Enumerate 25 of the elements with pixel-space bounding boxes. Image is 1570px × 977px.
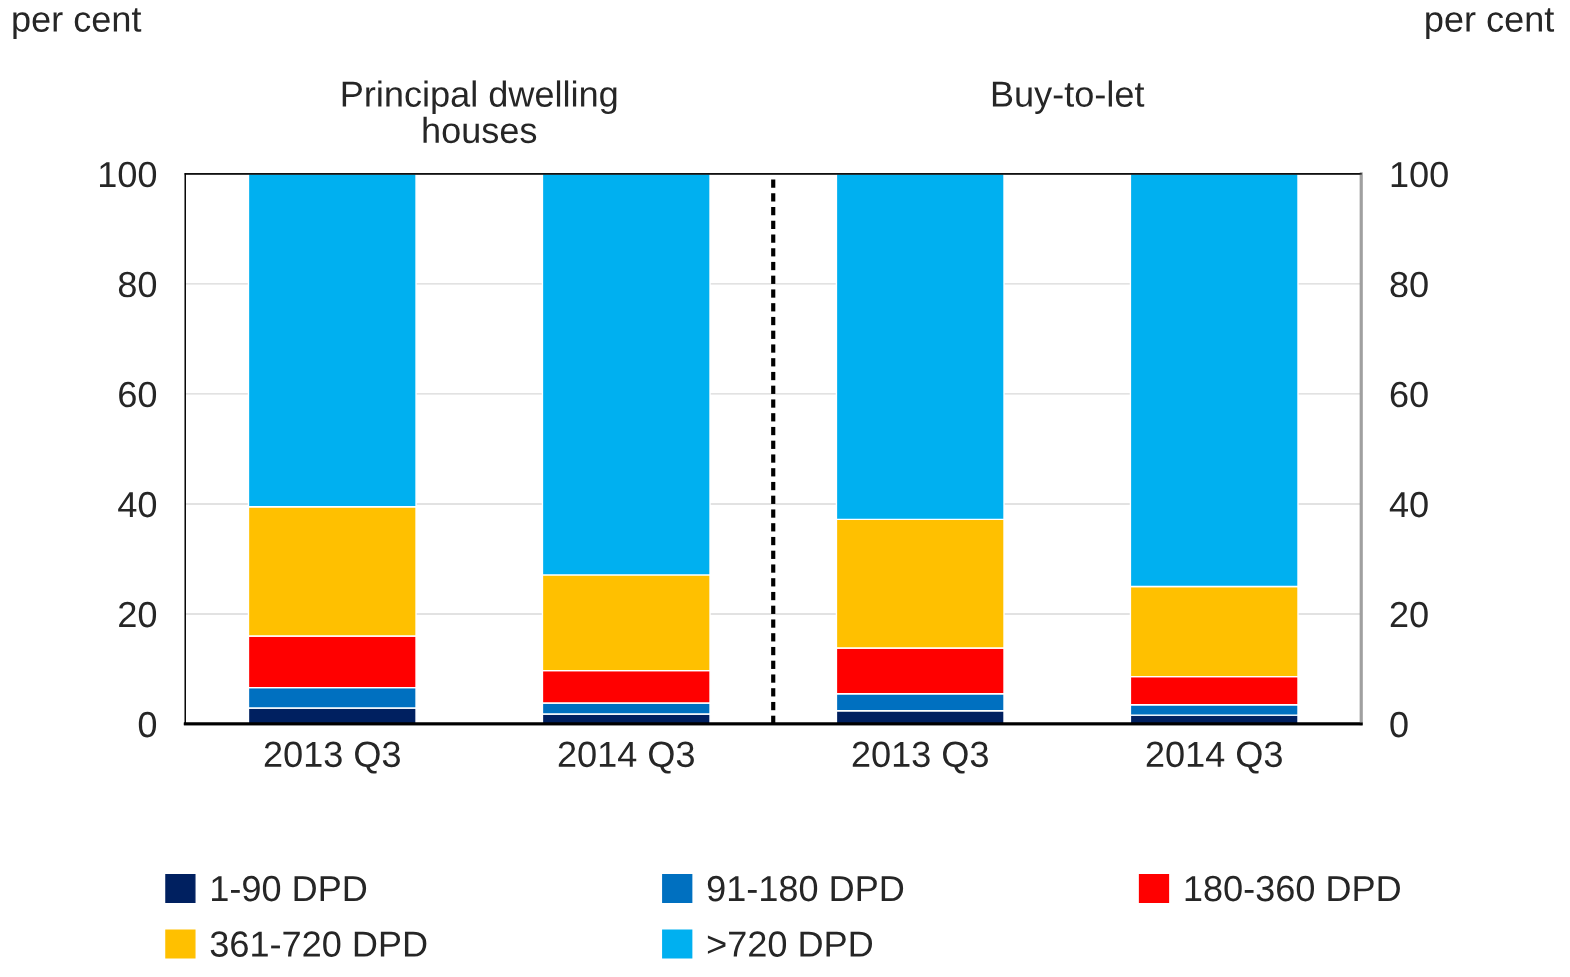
y2-tick-label: 0 (1390, 711, 1408, 738)
y-tick-label: 60 (119, 381, 157, 408)
y2-tick-label: 100 (1391, 161, 1448, 188)
legend-label: >720 DPD (707, 931, 873, 957)
x-tick-label: 2013 Q3 (264, 741, 400, 774)
y-axis-title: per cent (13, 8, 142, 40)
legend-label: 180-360 DPD (1185, 875, 1400, 902)
text: Principal dwelling houses (342, 80, 617, 144)
y-tick-label: 100 (99, 161, 157, 188)
y-tick-label: 80 (118, 271, 157, 298)
legend-label: 1-90 DPD (212, 875, 367, 902)
legend-label: 361-720 DPD (210, 931, 427, 957)
y2-axis-title: per cent (1426, 8, 1555, 40)
x-tick-label: 2014 Q3 (1146, 741, 1282, 774)
y-tick-label: 0 (138, 711, 157, 738)
legend-label: 91-180 DPD (707, 875, 904, 902)
x-tick-label: 2013 Q3 (852, 741, 988, 774)
x-tick-label: 2014 Q3 (558, 741, 694, 774)
y2-tick-label: 40 (1389, 491, 1428, 518)
text: Buy-to-let (992, 80, 1145, 115)
y2-tick-label: 60 (1390, 381, 1428, 408)
y-tick-label: 40 (118, 491, 157, 518)
y-tick-label: 20 (119, 601, 157, 628)
y2-tick-label: 80 (1390, 271, 1428, 298)
y2-tick-label: 20 (1390, 601, 1428, 628)
